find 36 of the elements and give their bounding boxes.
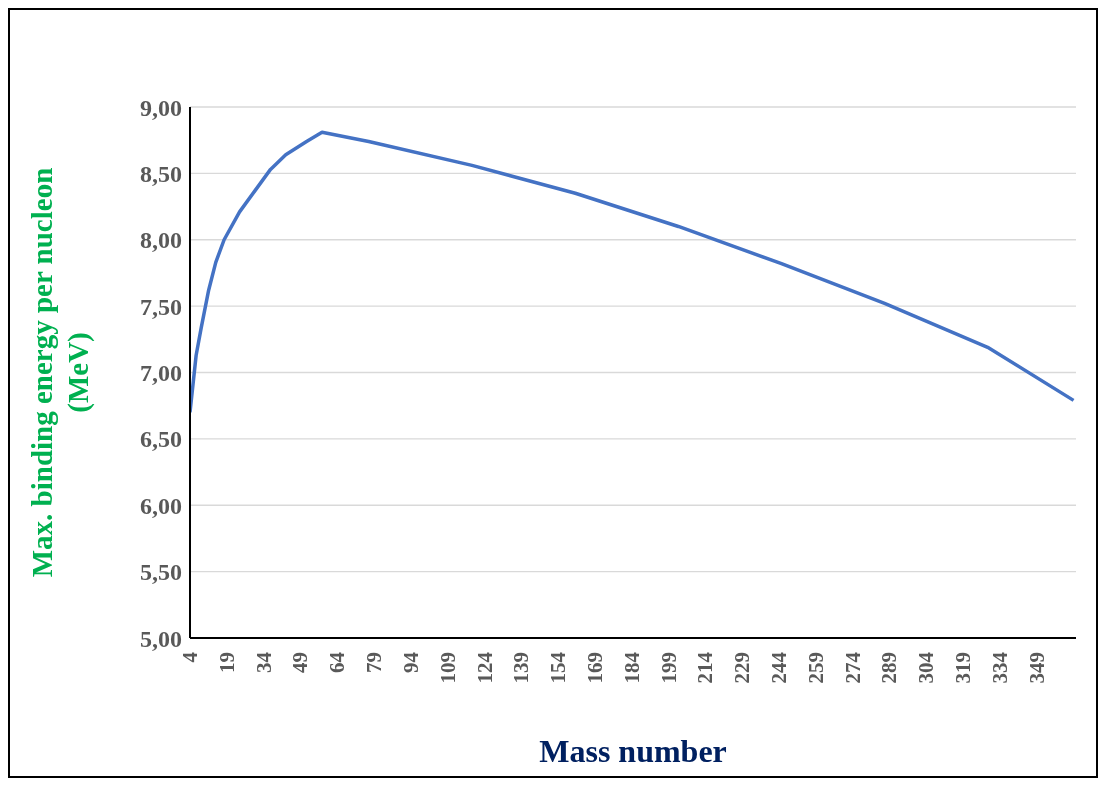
x-tick-label: 124 (472, 651, 497, 684)
y-tick-label: 8,50 (140, 160, 182, 187)
x-tick-label: 184 (619, 651, 644, 684)
y-tick-label: 6,00 (140, 492, 182, 519)
x-tick-label: 349 (1024, 652, 1049, 684)
x-tick-label: 319 (951, 652, 976, 684)
x-tick-label: 64 (325, 651, 350, 673)
x-axis-title: Mass number (539, 733, 727, 769)
x-tick-label: 49 (288, 652, 313, 673)
y-tick-label: 9,00 (140, 94, 182, 121)
x-tick-label: 304 (914, 651, 939, 684)
y-tick-label: 5,50 (140, 559, 182, 586)
x-tick-label: 34 (251, 651, 276, 673)
line-series (190, 130, 1076, 415)
x-tick-label: 19 (214, 652, 239, 673)
x-tick-label: 199 (656, 652, 681, 684)
x-tick-label: 244 (767, 651, 792, 684)
x-tick-label: 94 (398, 651, 423, 673)
y-axis-title: Max. binding energy per nucleon (MeV) (26, 167, 95, 578)
x-tick-label: 109 (435, 652, 460, 684)
x-tick-label: 154 (546, 651, 571, 684)
x-tick-label: 169 (582, 652, 607, 684)
y-tick-label: 7,50 (140, 293, 182, 320)
y-tick-label: 7,00 (140, 360, 182, 387)
y-tick-label: 6,50 (140, 426, 182, 453)
x-tick-label: 139 (509, 652, 534, 684)
x-tick-label: 214 (693, 651, 718, 684)
x-tick-label: 289 (877, 652, 902, 684)
x-tick-label: 4 (178, 651, 202, 663)
x-tick-label: 79 (362, 652, 387, 673)
x-tick-label: 274 (840, 651, 865, 684)
x-tick-label: 229 (730, 652, 755, 684)
x-tick-label: 259 (803, 652, 828, 684)
y-tick-label: 8,00 (140, 227, 182, 254)
y-tick-label: 5,00 (140, 625, 182, 652)
x-tick-label: 334 (987, 651, 1012, 684)
